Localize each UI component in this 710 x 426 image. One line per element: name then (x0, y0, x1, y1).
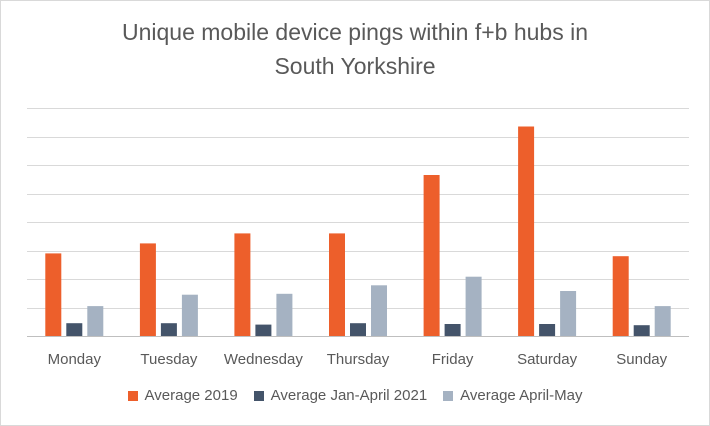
bar-tuesday-series-2 (181, 294, 198, 336)
bar-sunday-series-0 (612, 256, 629, 336)
x-tick-label-wednesday: Wednesday (224, 351, 303, 368)
bar-sunday-series-1 (633, 325, 650, 336)
legend-label-april-may: Average April-May (460, 387, 583, 404)
bar-monday-series-1 (66, 323, 83, 336)
x-tick-label-sunday: Sunday (616, 351, 667, 368)
legend: Average 2019 Average Jan-April 2021 Aver… (1, 387, 709, 404)
chart-title: Unique mobile device pings within f+b hu… (1, 15, 709, 83)
legend-swatch-jan-april-2021 (253, 390, 264, 401)
bar-tuesday-series-1 (160, 323, 177, 336)
legend-item-april-may: Average April-May (443, 387, 582, 404)
bar-thursday-series-2 (371, 285, 387, 336)
chart-title-line-1: Unique mobile device pings within f+b hu… (121, 19, 589, 45)
x-tick-label-saturday: Saturday (517, 351, 578, 368)
x-tick-label-friday: Friday (432, 351, 474, 368)
bar-wednesday-series-1 (255, 324, 272, 336)
bar-friday-series-1 (444, 324, 461, 336)
legend-swatch-2019 (127, 390, 138, 401)
bar-monday-series-2 (87, 306, 104, 336)
bar-saturday-series-2 (560, 291, 577, 336)
bar-tuesday-series-0 (139, 243, 156, 336)
bar-wednesday-series-2 (276, 293, 293, 336)
legend-label-jan-april-2021: Average Jan-April 2021 (270, 387, 428, 404)
bar-sunday-series-2 (654, 306, 671, 336)
legend-swatch-april-may (443, 390, 454, 401)
legend-item-2019: Average 2019 (127, 387, 238, 404)
bar-saturday-series-0 (518, 126, 535, 336)
bar-friday-series-0 (423, 175, 440, 336)
chart-title-line-2: South Yorkshire (274, 53, 436, 79)
bar-monday-series-0 (45, 253, 62, 336)
x-tick-label-monday: Monday (48, 351, 102, 368)
gridlines (27, 108, 689, 337)
bar-friday-series-2 (465, 276, 482, 336)
legend-label-2019: Average 2019 (144, 387, 238, 404)
x-tick-label-thursday: Thursday (327, 351, 390, 368)
bar-thursday-series-1 (350, 323, 366, 336)
legend-item-jan-april-2021: Average Jan-April 2021 (253, 387, 428, 404)
bar-thursday-series-0 (329, 233, 345, 336)
bars (45, 126, 671, 336)
bar-wednesday-series-0 (234, 233, 251, 336)
bar-saturday-series-1 (539, 324, 556, 336)
x-tick-label-tuesday: Tuesday (140, 351, 197, 368)
x-axis-labels: Monday Tuesday Wednesday Thursday Friday Satu… (48, 351, 668, 368)
